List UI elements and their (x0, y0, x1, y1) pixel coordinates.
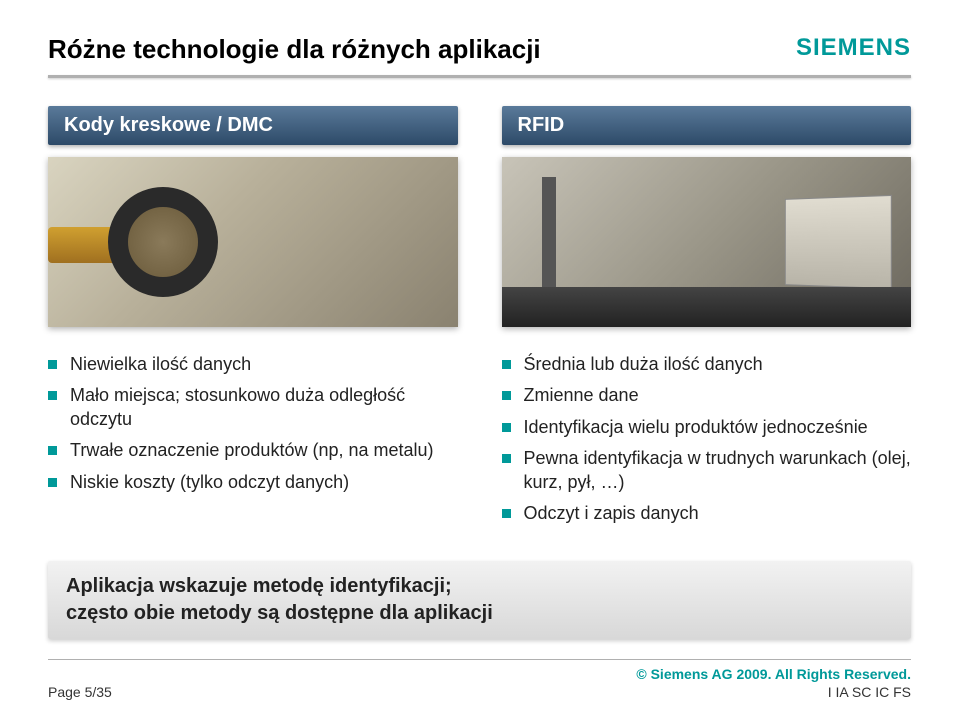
bullet-item: Niewielka ilość danych (48, 349, 458, 380)
bullet-item: Mało miejsca; stosunkowo duża odległość … (48, 380, 458, 435)
conclusion-line-2: często obie metody są dostępne dla aplik… (66, 600, 893, 627)
photo-ring-shape (108, 187, 218, 297)
bullet-item: Zmienne dane (502, 380, 912, 411)
content-columns: Kody kreskowe / DMC Niewielka ilość dany… (48, 106, 911, 529)
conclusion-line-1: Aplikacja wskazuje metodę identyfikacji; (66, 573, 893, 600)
page-number: Page 5/35 (48, 684, 112, 700)
column-rfid: RFID Średnia lub duża ilość danych Zmien… (502, 106, 912, 529)
photo-bar-shape (542, 177, 556, 297)
bullet-item: Średnia lub duża ilość danych (502, 349, 912, 380)
photo-rfid-reader-shape (785, 195, 892, 289)
divider-line (48, 75, 911, 78)
slide: Różne technologie dla różnych aplikacji … (0, 0, 959, 718)
photo-conveyor-shape (502, 287, 912, 327)
bullet-item: Niskie koszty (tylko odczyt danych) (48, 467, 458, 498)
column-header-rfid: RFID (502, 106, 912, 145)
column-barcode: Kody kreskowe / DMC Niewielka ilość dany… (48, 106, 458, 529)
conclusion-box: Aplikacja wskazuje metodę identyfikacji;… (48, 561, 911, 639)
column-header-barcode: Kody kreskowe / DMC (48, 106, 458, 145)
barcode-photo (48, 157, 458, 327)
bullets-barcode: Niewielka ilość danych Mało miejsca; sto… (48, 349, 458, 498)
bullet-item: Trwałe oznaczenie produktów (np, na meta… (48, 435, 458, 466)
department-code: I IA SC IC FS (636, 684, 911, 700)
bullet-item: Pewna identyfikacja w trudnych warunkach… (502, 443, 912, 498)
slide-footer: Page 5/35 © Siemens AG 2009. All Rights … (48, 659, 911, 700)
siemens-logo: SIEMENS (796, 34, 911, 62)
bullets-rfid: Średnia lub duża ilość danych Zmienne da… (502, 349, 912, 529)
copyright-text: © Siemens AG 2009. All Rights Reserved. (636, 666, 911, 682)
slide-title: Różne technologie dla różnych aplikacji (48, 34, 541, 65)
slide-header: Różne technologie dla różnych aplikacji … (48, 34, 911, 65)
footer-right: © Siemens AG 2009. All Rights Reserved. … (636, 666, 911, 700)
bullet-item: Identyfikacja wielu produktów jednocześn… (502, 412, 912, 443)
rfid-photo (502, 157, 912, 327)
bullet-item: Odczyt i zapis danych (502, 498, 912, 529)
